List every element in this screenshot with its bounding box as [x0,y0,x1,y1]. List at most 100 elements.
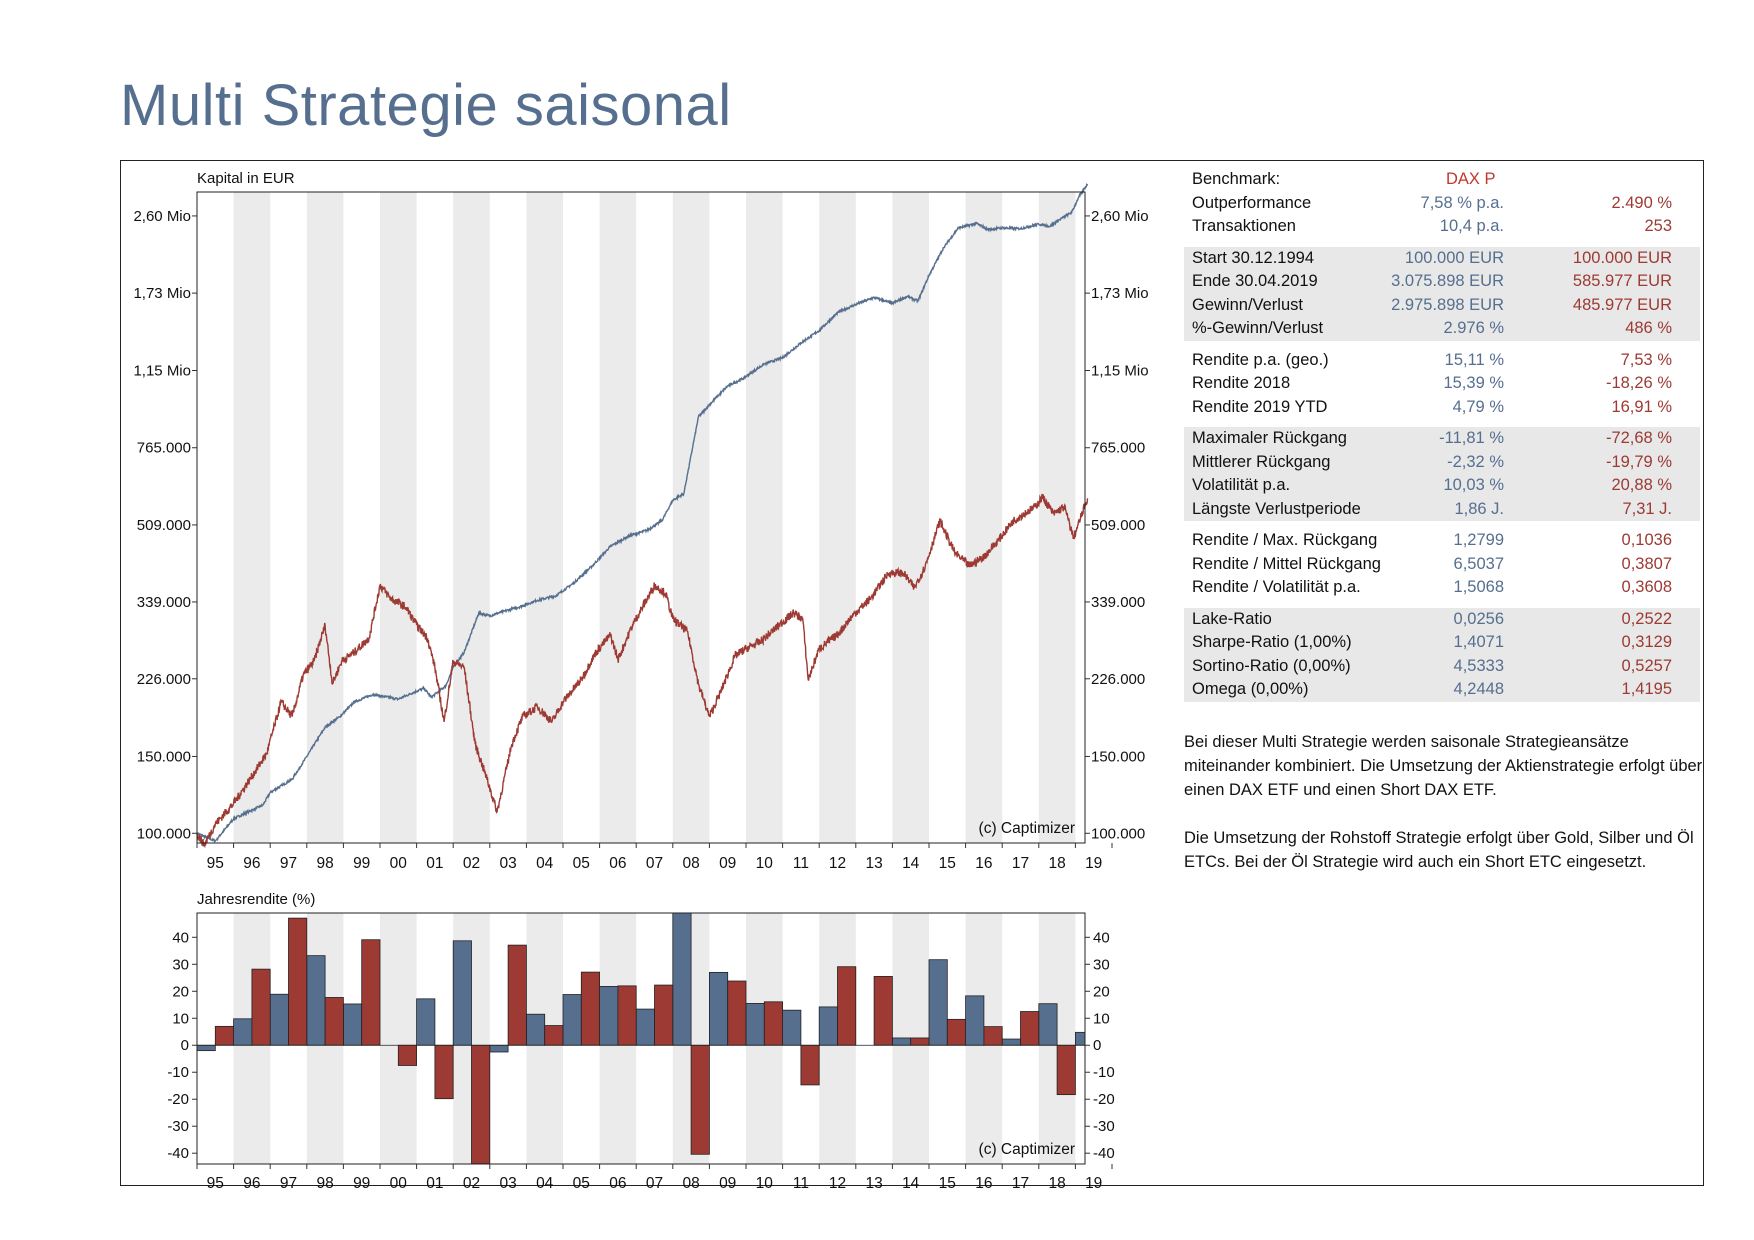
x-tick-label: 10 [756,855,774,872]
stat-label: Mittlerer Rückgang [1192,452,1331,471]
y-tick-label: 765.000 [1091,440,1145,457]
stat-value-benchmark: 7,31 J. [1622,499,1672,518]
stat-row: Sharpe-Ratio (1,00%) 1,4071 0,3129 [1184,631,1700,655]
stat-label: Rendite / Max. Rückgang [1192,531,1378,549]
x-tick-label: 16 [975,1175,992,1192]
strategy-bar [342,1003,363,1046]
x-tick-label: 01 [426,855,443,872]
x-tick-label: 05 [573,855,590,872]
x-tick-label: 95 [207,855,224,872]
stat-value-benchmark: 100.000 EUR [1572,248,1672,267]
y-tick-label: 509.000 [137,517,191,534]
y-tick-label: 100.000 [137,825,191,842]
benchmark-bar [910,1037,930,1046]
stat-value-strategy: 6,5037 [1453,554,1504,573]
y-tick-label: 1,73 Mio [1091,285,1149,302]
benchmark-label: Benchmark: [1192,170,1281,188]
chart-title: Jahresrendite (%) [197,891,315,908]
stat-row: Rendite / Mittel Rückgang 6,5037 0,3807 [1184,553,1700,577]
year-band [233,192,271,843]
strategy-bar [306,955,326,1046]
stat-value-strategy: 2.976 % [1443,319,1504,337]
year-band [819,192,856,843]
stat-value-strategy: -2,32 % [1447,452,1504,471]
annual-returns-chart: Jahresrendite (%) -40 -40 -30 -30 -20 -20 -10 -1… [167,891,1114,1192]
benchmark-bar [471,1044,491,1165]
stat-value-strategy: 1,86 J. [1454,499,1504,518]
strategy-bar [526,1013,546,1046]
stat-value-benchmark: -19,79 % [1605,452,1672,471]
strategy-bar [416,998,436,1046]
benchmark-bar [361,939,381,1046]
y-tick-label: 150.000 [1091,748,1145,765]
benchmark-bar [873,976,893,1046]
y-tick-label: 226.000 [1091,671,1145,688]
strategy-bar [892,1037,912,1046]
stat-row: Ende 30.04.2019 3.075.898 EUR 585.977 EUR [1184,270,1700,294]
x-tick-label: 05 [573,1175,590,1192]
strategy-bar [672,912,692,1046]
stat-value-benchmark: 0,5257 [1621,656,1672,675]
stat-value-strategy: 4,2448 [1453,680,1504,698]
benchmark-bar [288,917,308,1046]
stat-value-strategy: 10,03 % [1443,476,1504,494]
x-tick-label: 12 [829,855,846,872]
x-tick-label: 07 [646,855,663,872]
year-band [306,192,344,843]
page-title: Multi Strategie saisonal [120,73,732,138]
stat-row: Start 30.12.1994 100.000 EUR 100.000 EUR [1184,247,1700,271]
y-tick-label: -40 [167,1145,189,1162]
stat-group: Maximaler Rückgang -11,81 % -72,68 % Mittle… [1184,427,1700,521]
y-tick-label: 10 [1093,1010,1110,1027]
stat-label: Längste Verlustperiode [1192,499,1361,518]
stat-label: Rendite / Mittel Rückgang [1192,554,1381,573]
benchmark-bar [1020,1011,1040,1046]
strategy-bar [1038,1003,1058,1046]
stat-value-strategy: 4,5333 [1453,656,1504,675]
stat-group: Rendite p.a. (geo.) 15,11 % 7,53 % Rendite … [1184,349,1700,420]
x-tick-label: 97 [280,855,297,872]
year-band [380,192,417,843]
strategy-bar [269,993,289,1046]
benchmark-bar [983,1026,1003,1046]
strategy-bar [489,1044,509,1053]
year-band [380,913,417,1164]
strategy-bar [452,940,472,1046]
stat-label: Gewinn/Verlust [1192,295,1303,314]
stat-group: Lake-Ratio 0,0256 0,2522 Sharpe-Ratio (1,00… [1184,607,1700,702]
stat-value-strategy: 10,4 p.a. [1439,217,1504,235]
stat-value-strategy: 0,0256 [1453,609,1504,628]
stat-group: Rendite / Max. Rückgang 1,2799 0,1036 Rendi… [1184,529,1700,600]
benchmark-bar [324,997,344,1046]
strategy-bar [745,1003,765,1046]
stat-value-strategy: 1,5068 [1453,578,1504,596]
x-tick-label: 99 [353,1175,370,1192]
benchmark-bar [617,985,637,1046]
x-tick-label: 06 [609,855,626,872]
stat-value-benchmark: 585.977 EUR [1572,272,1672,290]
x-tick-label: 01 [426,1175,443,1192]
x-tick-label: 17 [1012,1175,1029,1192]
stat-groups: Start 30.12.1994 100.000 EUR 100.000 EUR En… [1184,246,1700,702]
x-tick-label: 18 [1048,1175,1065,1192]
x-tick-label: 00 [390,855,408,872]
stat-row-outperformance: Outperformance 7,58 % p.a. 2.490 % [1184,192,1700,216]
stat-value-benchmark: -72,68 % [1605,429,1672,447]
strategy-bar [562,994,582,1046]
y-tick-label: 40 [172,929,189,946]
x-tick-label: 03 [499,1175,516,1192]
benchmark-bar [800,1044,820,1086]
stat-value-benchmark: 0,2522 [1621,609,1672,628]
stat-value-benchmark: 0,3608 [1621,578,1672,596]
y-tick-label: -40 [1093,1145,1115,1162]
stat-row: Lake-Ratio 0,0256 0,2522 [1184,608,1700,632]
statistics-table: Benchmark: DAX P Outperformance 7,58 % p… [1184,168,1700,702]
benchmark-row: Benchmark: DAX P [1184,168,1700,192]
stat-label: Rendite / Volatilität p.a. [1192,578,1361,596]
x-tick-label: 09 [719,855,736,872]
benchmark-bar [763,1001,783,1046]
x-tick-label: 11 [793,855,809,872]
benchmark-bar [544,1025,564,1046]
strategy-bar [782,1009,802,1046]
